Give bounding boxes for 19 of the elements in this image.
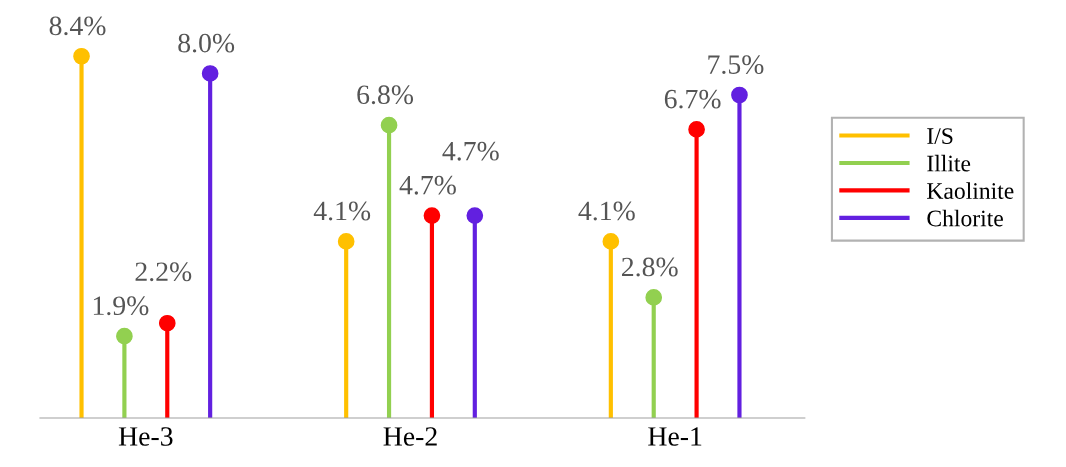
x-tick-label: He-3 bbox=[118, 427, 173, 446]
legend-label: Illite bbox=[927, 154, 971, 172]
data-label: 4.7% bbox=[442, 141, 499, 161]
data-label: 4.7% bbox=[399, 175, 456, 195]
x-tick-label: He-1 bbox=[648, 427, 702, 446]
legend-label: I/S bbox=[927, 128, 953, 145]
data-label: 1.9% bbox=[93, 296, 149, 316]
legend-label: Kaolinite bbox=[927, 182, 1014, 199]
data-label: 4.1% bbox=[578, 201, 635, 221]
data-label: 4.1% bbox=[313, 201, 371, 221]
data-label: 6.7% bbox=[664, 89, 721, 109]
legend-label: Chlorite bbox=[927, 209, 1003, 227]
data-label: 6.8% bbox=[357, 85, 414, 105]
data-label: 2.8% bbox=[622, 257, 678, 277]
data-label: 7.5% bbox=[708, 55, 764, 75]
x-tick-label: He-2 bbox=[383, 427, 437, 446]
data-label: 8.0% bbox=[178, 33, 235, 53]
data-label: 2.2% bbox=[135, 262, 192, 282]
data-label: 8.4% bbox=[49, 16, 106, 36]
